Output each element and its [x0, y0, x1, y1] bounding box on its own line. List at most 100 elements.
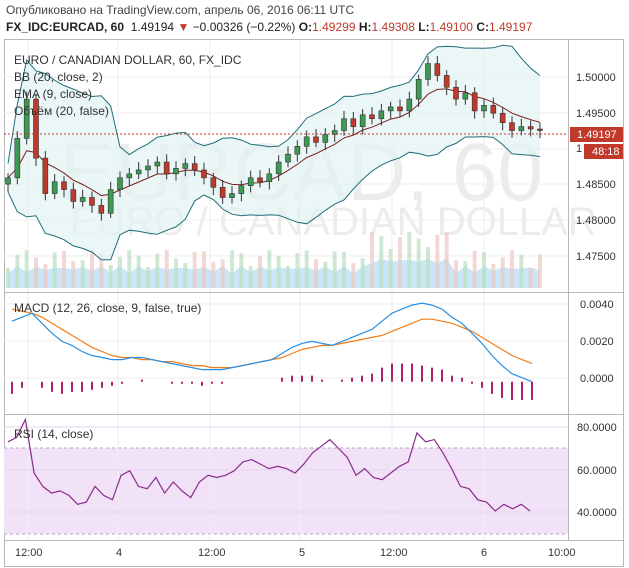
macd-axis[interactable]: 0.0040 0.0020 0.0000	[580, 299, 614, 385]
price-tick: 1.48000	[576, 215, 616, 227]
volume-bar	[146, 266, 150, 288]
rsi-series	[7, 417, 531, 512]
macd-tick: 0.0000	[580, 373, 614, 385]
time-label: 12:00	[380, 547, 408, 559]
down-arrow-icon: ▼	[177, 20, 190, 34]
candle-body	[331, 130, 338, 135]
volume-area	[8, 258, 540, 288]
macd-series	[11, 302, 533, 400]
macd-grid	[4, 293, 568, 414]
candle-body	[135, 169, 142, 175]
volume-bar	[230, 250, 234, 288]
candle-body	[257, 177, 263, 183]
volume-bar	[351, 263, 356, 288]
candle-body	[490, 105, 497, 114]
candle-body	[275, 161, 282, 175]
candle-body	[117, 177, 123, 190]
volume-bar	[295, 253, 300, 288]
volume-bar	[127, 250, 132, 288]
bb-legend[interactable]: BB (20, close, 2)	[14, 70, 103, 84]
chart-border	[4, 39, 624, 567]
candle-body	[182, 163, 189, 169]
volume-bar	[398, 237, 402, 288]
candle-body	[126, 173, 133, 179]
rsi-grid	[4, 415, 568, 540]
volume-bar	[43, 263, 48, 288]
candle-body	[163, 161, 170, 175]
candle-body	[453, 86, 459, 100]
candle-body	[229, 193, 235, 198]
ema-line	[7, 88, 541, 197]
volume-bar	[34, 257, 38, 288]
candle-body	[303, 136, 310, 147]
candles[interactable]	[5, 56, 543, 221]
volume-bar	[454, 260, 458, 288]
volume-bar	[62, 251, 66, 288]
time-label: 10:00	[548, 547, 576, 559]
volume-bar	[435, 234, 440, 288]
volume-bar	[183, 262, 188, 288]
rsi-axis[interactable]: 80.0000 60.0000 40.0000	[577, 422, 617, 519]
candle-body	[23, 98, 30, 139]
candle-body	[201, 169, 207, 179]
volume-bar	[276, 256, 281, 288]
volume-bar	[500, 257, 505, 288]
high-value: 1.49308	[371, 20, 415, 34]
volume-bar	[258, 255, 262, 288]
last-price: 1.49194	[130, 20, 175, 34]
volume-bar	[15, 254, 20, 288]
current-price-text: 1.49197	[577, 129, 617, 141]
volume-bar	[24, 250, 29, 288]
candle-body	[145, 165, 151, 171]
candle-body	[61, 181, 67, 190]
candle-body	[79, 197, 86, 202]
volume-bar	[164, 250, 169, 288]
candle-body	[518, 126, 525, 131]
volume-legend[interactable]: Объём (20, false)	[14, 104, 109, 118]
main-legend: EURO / CANADIAN DOLLAR, 60, FX_IDC BB (2…	[14, 52, 241, 120]
candle-body	[70, 189, 77, 202]
candle-body	[350, 118, 357, 127]
price-axis[interactable]: 1.50000 1.49500 1 1.48500 1.48000 1.4750…	[570, 72, 623, 263]
volume-bar	[304, 250, 309, 288]
high-label: H:	[358, 20, 372, 34]
volume-bar	[239, 253, 244, 288]
volume-bar	[519, 254, 524, 288]
price-tick: 1.48500	[576, 179, 616, 191]
quote-line: FX_IDC:EURCAD, 60 1.49194 ▼ −0.00326 (−0…	[0, 18, 629, 36]
price-tick: 1.47500	[576, 251, 616, 263]
volume-bar	[379, 235, 384, 288]
candle-body	[51, 181, 58, 194]
macd-tick: 0.0040	[580, 299, 614, 311]
candle-body	[387, 106, 394, 112]
main-title: EURO / CANADIAN DOLLAR, 60, FX_IDC	[14, 53, 242, 67]
candle-body	[247, 177, 254, 186]
candle-body	[322, 134, 329, 143]
volume-bar	[248, 266, 253, 288]
volume-bar	[6, 268, 10, 288]
macd-line	[11, 302, 533, 383]
volume-bar	[136, 255, 141, 288]
time-label: 12:00	[198, 547, 226, 559]
price-tick-partial: 1	[576, 143, 582, 155]
candle-body	[341, 118, 347, 131]
time-label: 4	[116, 547, 122, 559]
volume-bar	[444, 232, 449, 288]
candle-body	[509, 122, 515, 131]
candle-body	[14, 138, 21, 179]
countdown-tag	[584, 144, 623, 159]
time-axis[interactable]: 12:00 4 12:00 5 12:00 6 10:00	[15, 547, 576, 559]
rsi-title[interactable]: RSI (14, close)	[14, 427, 94, 441]
low-value: 1.49100	[429, 20, 473, 34]
volume-bar	[118, 256, 122, 288]
candle-body	[219, 186, 226, 198]
ema-legend[interactable]: EMA (9, close)	[14, 87, 93, 101]
candle-body	[425, 63, 431, 80]
candle-body	[266, 173, 273, 183]
macd-title[interactable]: MACD (12, 26, close, 9, false, true)	[14, 301, 202, 315]
volume-bar	[510, 250, 514, 288]
volume-bar	[342, 251, 346, 288]
volume-bar	[332, 251, 337, 288]
price-change: −0.00326 (−0.22%)	[192, 20, 296, 34]
